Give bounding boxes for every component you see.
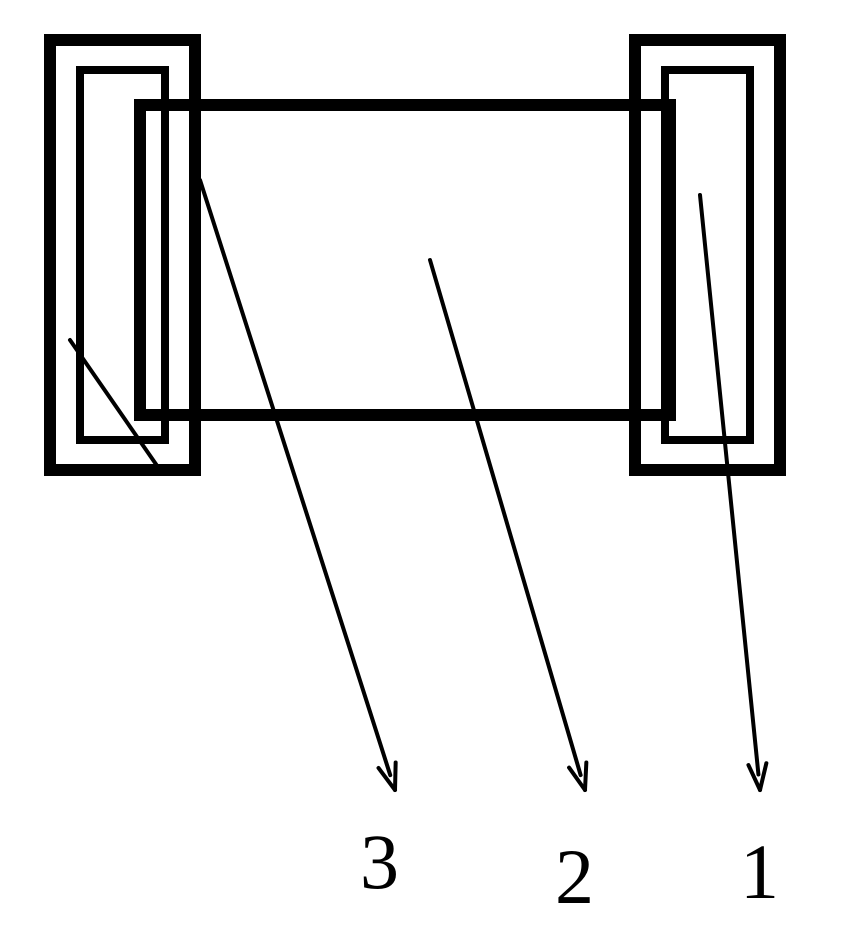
center-rect <box>140 105 670 415</box>
diagram-canvas <box>0 0 843 931</box>
label-1: 1 <box>740 827 779 917</box>
arrow-2 <box>430 260 586 790</box>
left-inner-rect <box>80 70 165 440</box>
arrow-3 <box>200 180 396 790</box>
arrow-1 <box>700 195 766 790</box>
label-3: 3 <box>360 817 399 907</box>
label-2: 2 <box>555 832 594 922</box>
